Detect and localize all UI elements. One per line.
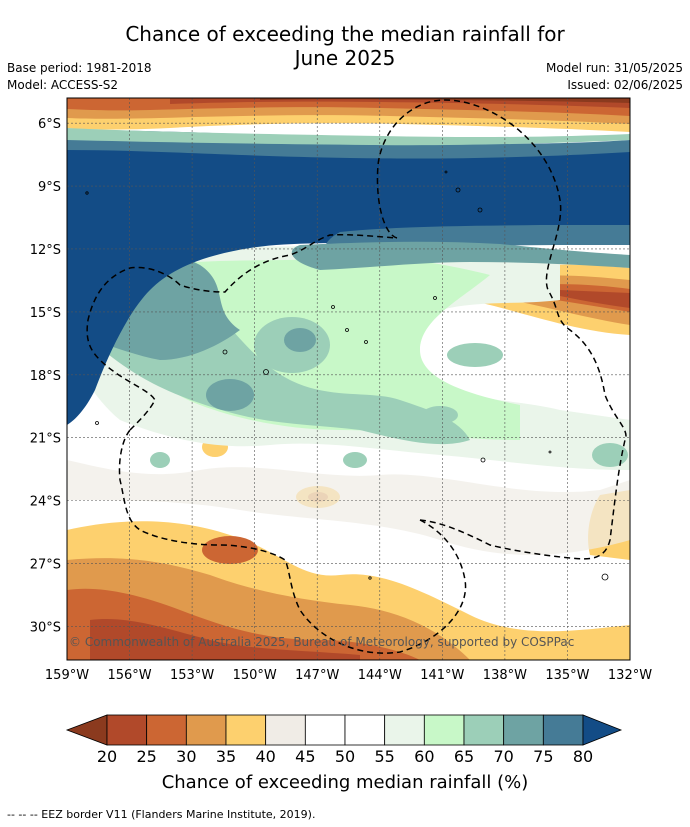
latitude-axis: 6°S 9°S 12°S 15°S 18°S 21°S 24°S 27°S 30°S (30, 117, 61, 635)
colorbar-bin (106, 714, 148, 746)
model-run: Model run: 31/05/2025 (545, 61, 683, 75)
copyright-credit: © Commonwealth of Australia 2025, Bureau… (69, 635, 574, 649)
lon-tick-label: 159°W (45, 668, 89, 683)
lat-tick-label: 21°S (30, 432, 61, 447)
colorbar: 20 25 30 35 40 45 50 55 60 65 70 75 80 (65, 714, 623, 766)
issued-date: Issued: 02/06/2025 (567, 78, 683, 92)
lon-tick-label: 150°W (233, 668, 277, 683)
colorbar-bin (384, 714, 425, 746)
colorbar-bin (146, 714, 187, 746)
lat-tick-label: 18°S (30, 369, 61, 384)
colorbar-bin (304, 714, 346, 746)
colorbar-tick-label: 35 (216, 747, 236, 766)
model-name: Model: ACCESS-S2 (7, 78, 119, 92)
footer-legend: -- -- -- EEZ border V11 (Flanders Marine… (7, 808, 316, 821)
colorbar-extend-low (65, 714, 108, 746)
colorbar-title: Chance of exceeding median rainfall (%) (162, 772, 529, 793)
colorbar-extend-high (582, 714, 623, 746)
colorbar-bin (423, 714, 465, 746)
colorbar-tick-label: 40 (255, 747, 275, 766)
colorbar-tick-label: 80 (573, 747, 593, 766)
colorbar-tick-label: 60 (414, 747, 434, 766)
colorbar-tick-label: 65 (454, 747, 474, 766)
colorbar-tick-label: 20 (97, 747, 117, 766)
colorbar-tick-label: 75 (533, 747, 553, 766)
colorbar-tick-label: 45 (295, 747, 315, 766)
colorbar-bin (503, 714, 544, 746)
longitude-axis: 159°W 156°W 153°W 150°W 147°W 144°W 141°W 138°W… (45, 668, 652, 683)
lat-tick-label: 15°S (30, 306, 61, 321)
lat-tick-label: 6°S (38, 117, 61, 132)
base-period: Base period: 1981-2018 (7, 61, 152, 75)
colorbar-bin (542, 714, 584, 746)
lon-tick-label: 132°W (608, 668, 652, 683)
lon-tick-label: 138°W (483, 668, 527, 683)
colorbar-bin (225, 714, 267, 746)
title-line-1: Chance of exceeding the median rainfall … (125, 22, 565, 46)
map-frame (66, 97, 631, 661)
lon-tick-label: 144°W (358, 668, 402, 683)
colorbar-tick-label: 30 (176, 747, 196, 766)
meta-left: Base period: 1981-2018 Model: ACCESS-S2 (7, 60, 152, 94)
rainfall-field (67, 98, 630, 660)
eez-border (86, 99, 627, 654)
colorbar-bin (344, 714, 386, 746)
colorbar-tick-label: 25 (136, 747, 156, 766)
title-line-2: June 2025 (294, 46, 396, 70)
lon-tick-label: 156°W (107, 668, 151, 683)
lat-tick-label: 9°S (38, 180, 61, 195)
lon-tick-label: 141°W (420, 668, 464, 683)
colorbar-bin (265, 714, 306, 746)
colorbar-tick-label: 50 (335, 747, 355, 766)
map-title: Chance of exceeding the median rainfall … (0, 22, 690, 70)
lat-tick-label: 24°S (30, 495, 61, 510)
colorbar-tick-label: 55 (374, 747, 394, 766)
lon-tick-label: 153°W (170, 668, 214, 683)
colorbar-bin (463, 714, 505, 746)
island-outlines (85, 170, 609, 581)
meta-right: Model run: 31/05/2025 Issued: 02/06/2025 (546, 60, 683, 94)
lat-tick-label: 30°S (30, 620, 61, 635)
lon-tick-label: 147°W (295, 668, 339, 683)
lat-tick-label: 27°S (30, 558, 61, 573)
colorbar-bin (185, 714, 227, 746)
colorbar-tick-label: 70 (493, 747, 513, 766)
lon-tick-label: 135°W (545, 668, 589, 683)
lat-tick-label: 12°S (30, 243, 61, 258)
